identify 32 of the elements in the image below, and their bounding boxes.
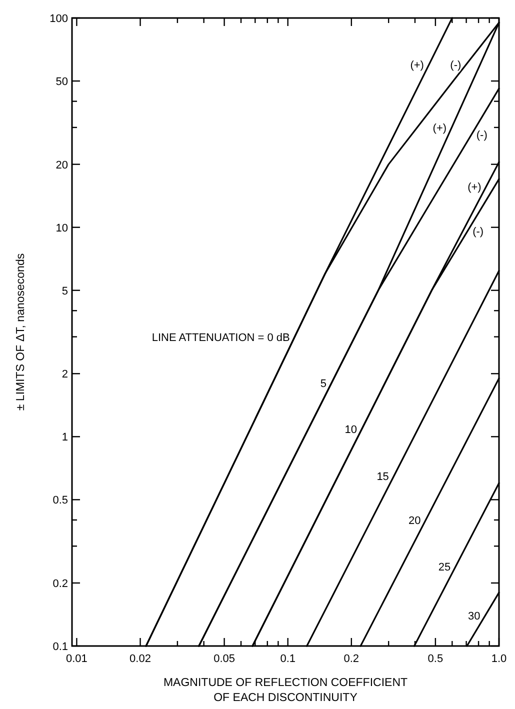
y-tick-label: 2 — [62, 368, 68, 381]
y-tick-label: 1 — [62, 432, 68, 444]
y-tick-label: 5 — [62, 285, 68, 298]
annotation: LINE ATTENUATION = 0 dB — [152, 332, 290, 344]
annotation: (-) — [476, 130, 488, 142]
annotation: 10 — [344, 424, 358, 436]
x-tick-label: 0.1 — [280, 653, 296, 665]
y-axis-title: ± LIMITS OF ΔT, nanoseconds — [15, 253, 27, 411]
annotation: 30 — [468, 610, 480, 622]
annotation: 25 — [438, 561, 451, 574]
y-tick-label: 100 — [50, 13, 68, 25]
annotation: (-) — [472, 226, 484, 238]
x-tick-label: 1.0 — [491, 653, 507, 665]
x-tick-label: 0.01 — [66, 653, 88, 665]
annotation: (+) — [410, 59, 424, 72]
y-tick-label: 0.2 — [52, 578, 68, 590]
y-tick-label: 20 — [56, 159, 68, 172]
annotation: (-) — [450, 59, 462, 72]
x-axis-title: MAGNITUDE OF REFLECTION COEFFICIENT OF EACH DISCONTINUITY — [163, 677, 408, 704]
annotation: 15 — [376, 470, 389, 483]
x-tick-label: 0.02 — [130, 653, 151, 665]
x-tick-label: 0.2 — [344, 653, 360, 665]
y-tick-label: 10 — [56, 222, 68, 234]
x-tick-label: 0.5 — [428, 653, 444, 665]
annotation: (+) — [432, 122, 447, 134]
annotation: 20 — [408, 514, 421, 527]
x-tick-label: 0.05 — [214, 653, 235, 665]
annotation: 5 — [320, 378, 327, 390]
annotation: (+) — [468, 181, 482, 194]
y-tick-label: 0.1 — [52, 641, 68, 653]
y-tick-label: 0.5 — [52, 494, 68, 507]
y-tick-label: 50 — [56, 76, 68, 88]
